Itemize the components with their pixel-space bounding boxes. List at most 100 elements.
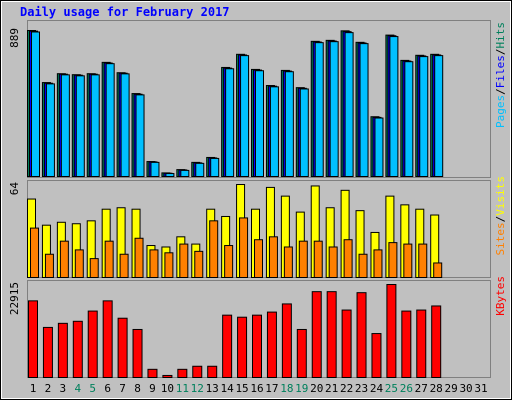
bar [416,309,427,379]
legend-separator: / [494,216,507,223]
x-tick-label: 4 [74,382,81,395]
x-tick-label: 30 [459,382,472,395]
bar [329,41,339,177]
bar [388,242,398,278]
bar [192,365,203,379]
bar [434,55,444,178]
bar [237,316,248,379]
x-tick-label: 27 [415,382,428,395]
x-tick-label: 8 [134,382,141,395]
legend-entry: Pages [494,95,507,128]
bar [296,328,307,378]
legend-entry: Files [494,55,507,88]
x-tick-label: 13 [206,382,219,395]
bar [89,258,99,278]
x-tick-label: 28 [430,382,443,395]
bar [222,314,233,379]
x-tick-label: 19 [295,382,308,395]
bar [117,317,128,379]
bar [418,243,428,278]
x-tick-label: 24 [370,382,384,395]
bar [269,86,279,177]
bar [433,262,443,278]
x-tick-label: 14 [221,382,235,395]
chart-title: Daily usage for February 2017 [20,5,230,19]
bar [386,284,397,378]
bar [150,161,160,178]
bar [30,227,39,278]
bar [60,74,70,177]
bar [149,249,159,278]
bar [328,246,338,278]
bar [266,311,277,379]
x-tick-label: 1 [30,382,37,395]
bar [298,240,308,278]
bar [326,291,337,378]
x-tick-label: 11 [176,382,189,395]
bar [28,300,38,378]
bar [283,246,293,278]
bar [419,56,429,177]
y-tick-label: 64 [8,182,21,196]
legend-separator: / [494,88,507,95]
bar [431,305,442,378]
x-tick-label: 6 [104,382,111,395]
bar [314,42,324,177]
bar [313,240,323,278]
x-tick-label: 31 [474,382,487,395]
bar [403,243,413,278]
bar [72,320,83,379]
bar [389,36,399,177]
bar [147,368,158,379]
bar [132,328,143,378]
bar [104,240,114,278]
x-tick-label: 7 [119,382,126,395]
x-tick-label: 29 [445,382,458,395]
bar [225,68,235,177]
x-tick-label: 2 [45,382,52,395]
x-tick-label: 21 [325,382,338,395]
bar [344,32,354,178]
legend: KBytes [494,276,507,316]
bar [59,240,69,278]
bar [179,243,189,278]
bar [240,55,250,178]
bar [374,117,384,177]
bar [42,326,53,379]
bar [311,291,322,378]
bar [371,333,382,378]
y-tick-label: 889 [8,28,21,48]
bar [401,310,412,379]
bar [90,74,100,177]
x-tick-label: 25 [385,382,398,395]
bar [135,94,145,177]
bar [44,253,54,278]
legend-entry: KBytes [494,276,507,316]
legend-entry: Visits [494,176,507,216]
bar [268,236,278,278]
bar [164,252,174,278]
x-tick-label: 3 [60,382,67,395]
legend-separator: / [494,49,507,56]
bar [177,368,188,379]
bar [358,253,368,278]
x-tick-label: 9 [149,382,156,395]
bar [209,220,219,278]
x-tick-label: 17 [265,382,278,395]
bar [341,309,352,379]
bar [195,162,205,178]
x-tick-label: 10 [161,382,174,395]
bar [119,253,129,278]
bar [87,310,98,379]
bar [165,173,175,177]
bar [134,237,144,278]
bar [252,314,262,379]
bar [404,61,414,177]
bar [105,63,115,177]
bar [254,239,263,278]
bar [373,249,383,278]
bar [180,169,190,177]
x-tick-label: 18 [280,382,293,395]
bar [120,73,130,177]
